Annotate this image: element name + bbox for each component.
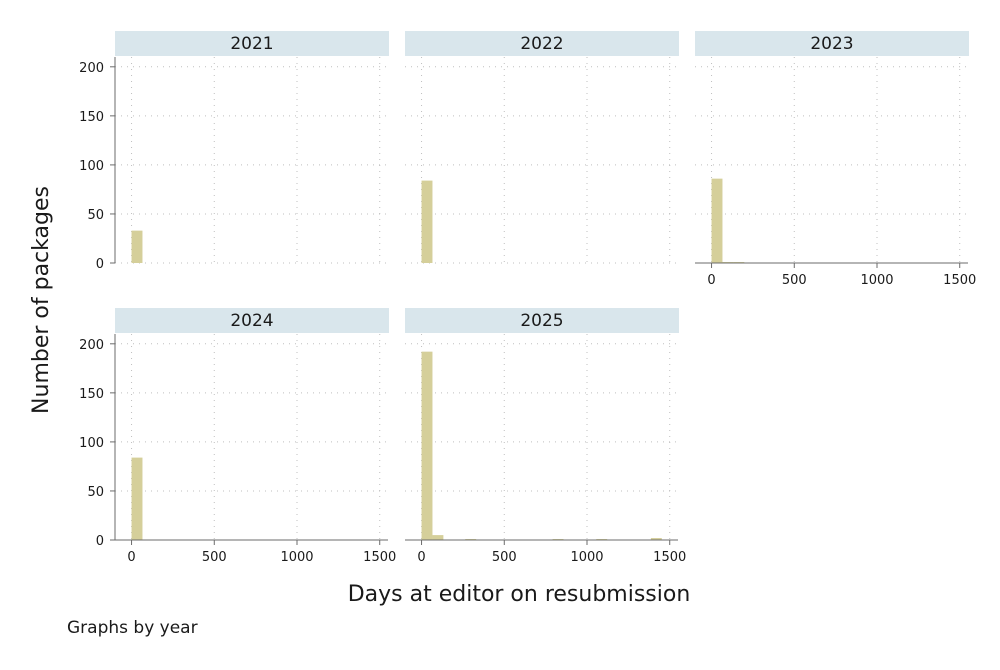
x-tick-label: 1500 bbox=[363, 550, 396, 565]
y-tick-label: 200 bbox=[79, 338, 104, 353]
panel-title: 2021 bbox=[230, 34, 273, 54]
histogram-bar bbox=[131, 230, 143, 263]
y-tick-label: 0 bbox=[96, 257, 104, 272]
x-tick-label: 500 bbox=[492, 550, 517, 565]
x-tick-label: 1500 bbox=[943, 273, 976, 288]
histogram-bar bbox=[650, 538, 662, 540]
y-tick-label: 50 bbox=[87, 485, 104, 500]
x-tick-label: 0 bbox=[417, 550, 425, 565]
y-tick-label: 100 bbox=[79, 159, 104, 174]
x-tick-label: 1000 bbox=[280, 550, 313, 565]
panel-strip bbox=[405, 31, 679, 56]
x-tick-label: 0 bbox=[707, 273, 715, 288]
y-tick-label: 150 bbox=[79, 387, 104, 402]
x-tick-label: 0 bbox=[127, 550, 135, 565]
y-axis-title: Number of packages bbox=[29, 186, 54, 414]
x-tick-label: 1000 bbox=[570, 550, 603, 565]
panel-strip bbox=[115, 308, 389, 333]
x-tick-label: 500 bbox=[782, 273, 807, 288]
panel-title: 2022 bbox=[520, 34, 563, 54]
y-tick-label: 100 bbox=[79, 436, 104, 451]
x-axis-title: Days at editor on resubmission bbox=[348, 582, 691, 607]
y-tick-label: 0 bbox=[96, 534, 104, 549]
panel-strip bbox=[695, 31, 969, 56]
panel-title: 2025 bbox=[520, 311, 563, 331]
panel-strip bbox=[115, 31, 389, 56]
panel-title: 2023 bbox=[810, 34, 853, 54]
panel-strip bbox=[405, 308, 679, 333]
x-tick-label: 1500 bbox=[653, 550, 686, 565]
x-tick-label: 500 bbox=[202, 550, 227, 565]
histogram-bar bbox=[131, 457, 143, 540]
histogram-bar bbox=[711, 178, 723, 263]
panel-title: 2024 bbox=[230, 311, 273, 331]
histogram-bar bbox=[421, 351, 433, 540]
histogram-bar bbox=[432, 535, 444, 540]
graphs-note: Graphs by year bbox=[67, 618, 198, 638]
y-tick-label: 150 bbox=[79, 110, 104, 125]
y-tick-label: 50 bbox=[87, 208, 104, 223]
y-tick-label: 200 bbox=[79, 61, 104, 76]
histogram-bar bbox=[421, 180, 433, 263]
x-tick-label: 1000 bbox=[860, 273, 893, 288]
